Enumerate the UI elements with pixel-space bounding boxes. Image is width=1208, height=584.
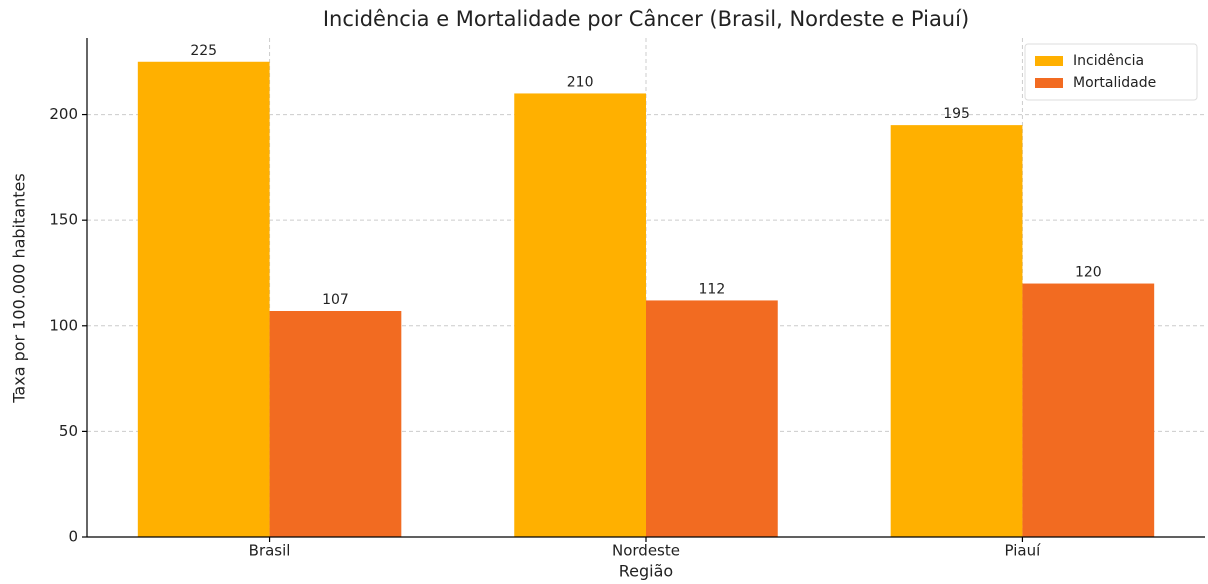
x-tick-label: Brasil <box>249 542 291 560</box>
x-tick-label: Nordeste <box>612 542 680 560</box>
value-label: 210 <box>567 74 594 90</box>
value-label: 225 <box>190 43 217 59</box>
legend-label: Mortalidade <box>1073 75 1156 91</box>
x-tick-label: Piauí <box>1005 542 1042 560</box>
chart-title: Incidência e Mortalidade por Câncer (Bra… <box>323 7 969 31</box>
y-tick-label: 150 <box>49 211 78 229</box>
bar <box>646 300 778 537</box>
y-tick-label: 100 <box>49 316 78 334</box>
bar <box>1022 283 1155 537</box>
bar <box>137 61 270 538</box>
legend-box <box>1024 43 1198 101</box>
legend-swatch <box>1035 78 1063 88</box>
value-label: 107 <box>322 292 349 308</box>
bar <box>269 310 402 537</box>
legend-swatch <box>1035 56 1063 66</box>
y-tick-label: 50 <box>59 422 78 440</box>
y-axis-label: Taxa por 100.000 habitantes <box>10 173 29 403</box>
value-label: 195 <box>943 106 970 122</box>
bar <box>890 125 1023 537</box>
value-label: 112 <box>699 281 726 297</box>
x-axis-label: Região <box>619 562 673 581</box>
bar <box>514 93 646 537</box>
legend-label: Incidência <box>1073 53 1144 69</box>
value-label: 120 <box>1075 265 1102 281</box>
y-tick-label: 0 <box>68 528 78 546</box>
y-tick-label: 200 <box>49 105 78 123</box>
